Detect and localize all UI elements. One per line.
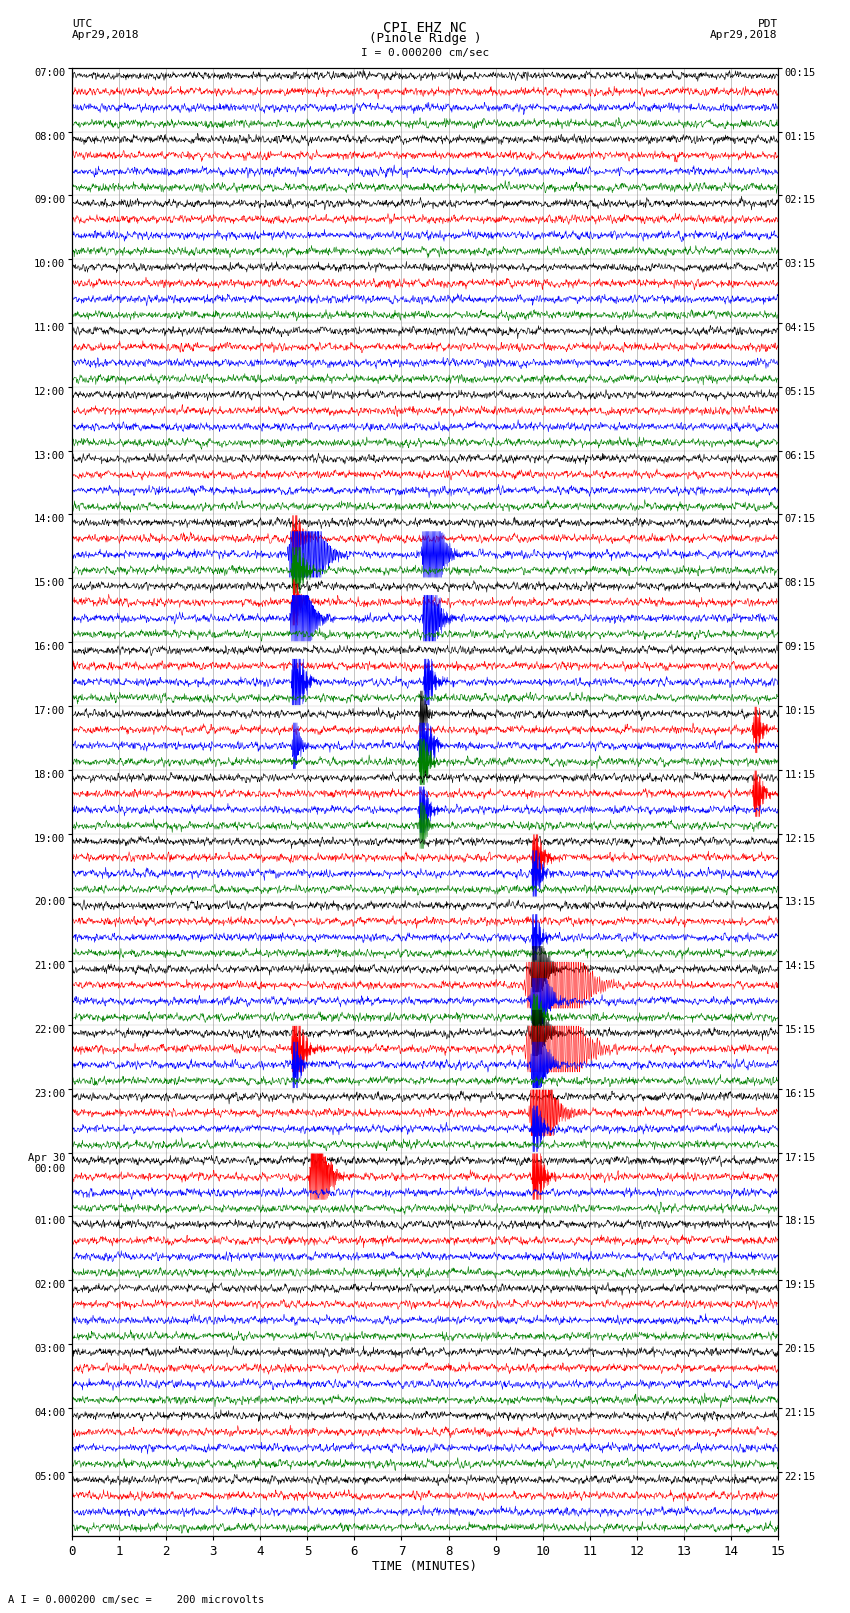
Text: CPI EHZ NC: CPI EHZ NC — [383, 21, 467, 35]
Text: Apr29,2018: Apr29,2018 — [72, 31, 139, 40]
Text: PDT: PDT — [757, 19, 778, 29]
Text: A I = 0.000200 cm/sec =    200 microvolts: A I = 0.000200 cm/sec = 200 microvolts — [8, 1595, 264, 1605]
Text: I = 0.000200 cm/sec: I = 0.000200 cm/sec — [361, 48, 489, 58]
Text: Apr29,2018: Apr29,2018 — [711, 31, 778, 40]
Text: UTC: UTC — [72, 19, 93, 29]
Text: (Pinole Ridge ): (Pinole Ridge ) — [369, 32, 481, 45]
X-axis label: TIME (MINUTES): TIME (MINUTES) — [372, 1560, 478, 1573]
